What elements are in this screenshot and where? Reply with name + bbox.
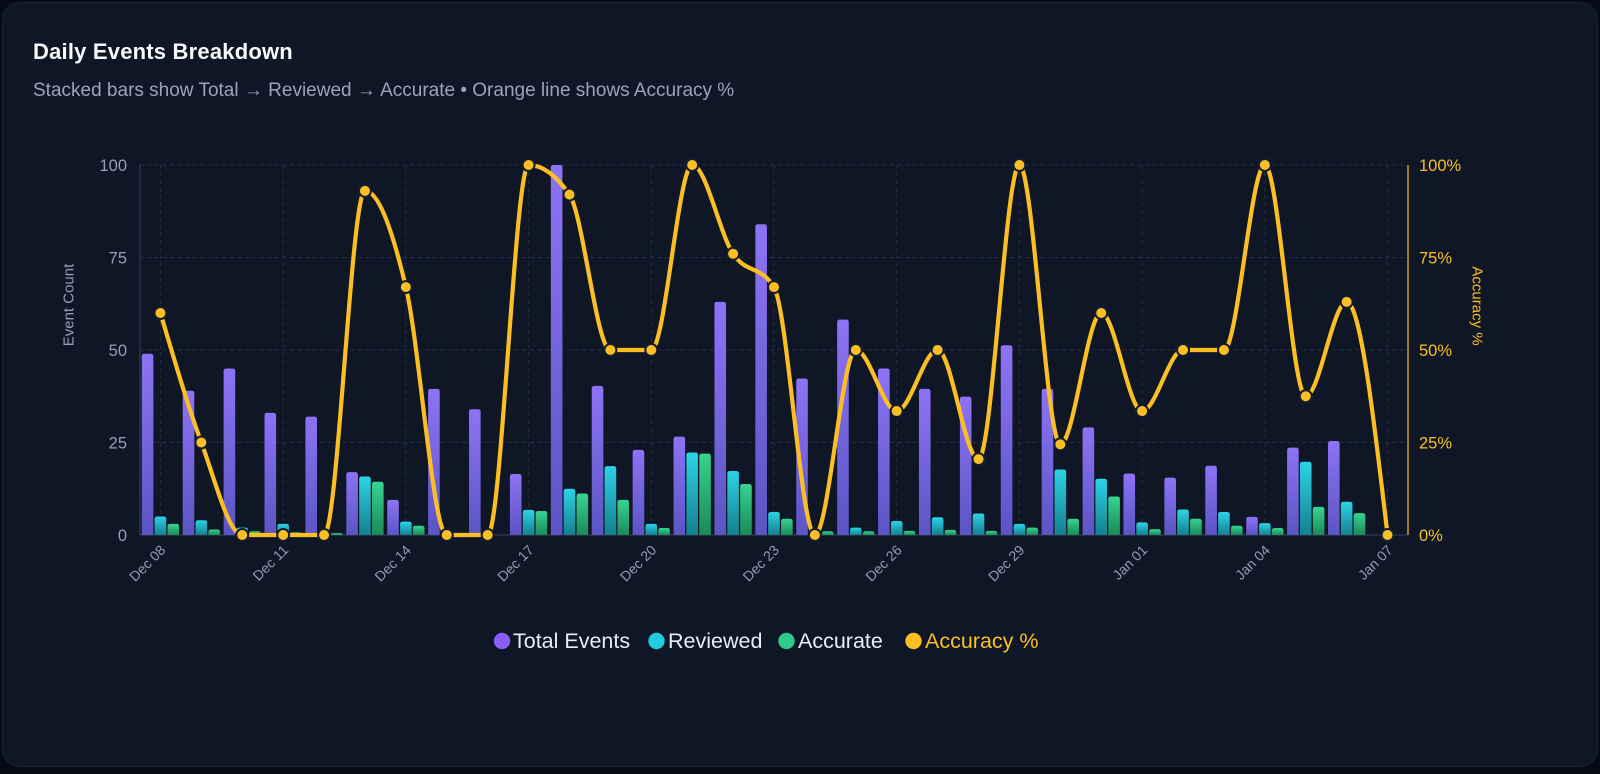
svg-text:Accuracy %: Accuracy % — [925, 629, 1039, 653]
svg-text:Jan 07: Jan 07 — [1355, 542, 1396, 583]
svg-text:Dec 20: Dec 20 — [617, 542, 660, 585]
svg-text:0%: 0% — [1419, 527, 1443, 545]
svg-text:Dec 08: Dec 08 — [126, 542, 169, 585]
svg-text:100: 100 — [99, 157, 127, 175]
svg-text:Event Count: Event Count — [61, 263, 78, 346]
svg-text:Dec 29: Dec 29 — [985, 542, 1028, 585]
svg-text:25%: 25% — [1419, 434, 1452, 452]
svg-text:Accurate: Accurate — [798, 629, 883, 653]
svg-text:Dec 26: Dec 26 — [862, 542, 905, 585]
svg-text:75%: 75% — [1419, 249, 1452, 267]
svg-text:75: 75 — [109, 249, 127, 267]
svg-text:25: 25 — [109, 434, 127, 452]
svg-text:Dec 23: Dec 23 — [739, 542, 782, 585]
svg-text:Jan 04: Jan 04 — [1232, 542, 1273, 583]
svg-text:Accuracy %: Accuracy % — [1469, 266, 1486, 345]
svg-text:50%: 50% — [1419, 342, 1452, 360]
svg-text:Dec 17: Dec 17 — [494, 542, 537, 585]
svg-text:Dec 11: Dec 11 — [249, 542, 291, 584]
svg-text:Dec 14: Dec 14 — [371, 542, 414, 585]
svg-text:100%: 100% — [1419, 157, 1462, 175]
svg-text:Jan 01: Jan 01 — [1109, 542, 1150, 583]
svg-text:0: 0 — [118, 527, 127, 545]
svg-text:Reviewed: Reviewed — [668, 629, 762, 653]
svg-text:Total Events: Total Events — [513, 629, 630, 653]
svg-text:50: 50 — [109, 342, 127, 360]
